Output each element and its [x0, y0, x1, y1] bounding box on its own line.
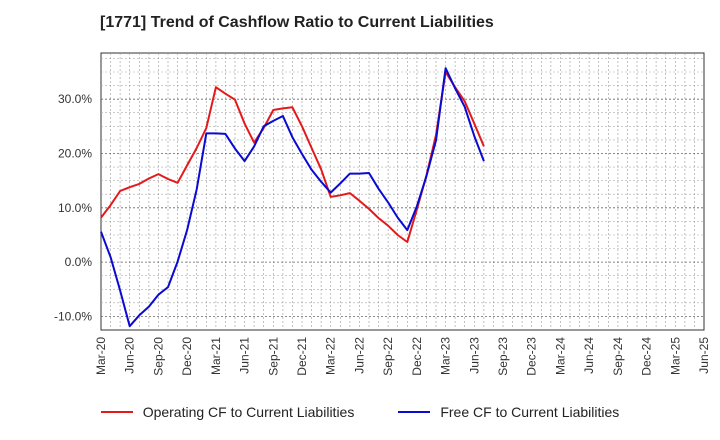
- legend: Operating CF to Current Liabilities Free…: [0, 404, 720, 420]
- legend-swatch-operating-cf: [100, 411, 133, 413]
- x-tick-label: Dec-22: [410, 337, 424, 376]
- legend-label-operating-cf: Operating CF to Current Liabilities: [142, 404, 355, 420]
- x-axis-labels: Mar-20 Jun-20 Sep-20 Dec-20 Mar-21 Jun-21 Sep-…: [94, 337, 711, 376]
- x-tick-label: Sep-22: [381, 337, 395, 376]
- plot-area: [100, 52, 705, 331]
- x-tick-label: Sep-20: [151, 337, 165, 376]
- chart-plot: Mar-20 Jun-20 Sep-20 Dec-20 Mar-21 Jun-21 Sep-…: [54, 52, 711, 376]
- legend-item-operating-cf: Operating CF to Current Liabilities: [100, 404, 355, 420]
- x-tick-label: Jun-23: [467, 337, 481, 374]
- x-tick-label: Dec-21: [295, 337, 309, 376]
- x-tick-label: Jun-24: [582, 337, 596, 374]
- x-tick-label: Jun-21: [238, 337, 252, 374]
- y-tick-label: -10.0%: [54, 309, 92, 323]
- x-tick-label: Mar-22: [324, 337, 338, 375]
- x-tick-label: Jun-22: [352, 337, 366, 374]
- x-tick-label: Dec-23: [525, 337, 539, 376]
- x-tick-label: Mar-21: [209, 337, 223, 375]
- grid-lines: [101, 53, 704, 330]
- x-tick-label: Mar-24: [553, 337, 567, 375]
- y-tick-label: 30.0%: [58, 92, 92, 106]
- series-lines: [100, 67, 485, 328]
- x-tick-label: Jun-20: [123, 337, 137, 374]
- legend-swatch-free-cf: [398, 411, 431, 413]
- y-tick-label: 10.0%: [58, 201, 92, 215]
- legend-label-free-cf: Free CF to Current Liabilities: [440, 404, 620, 420]
- x-tick-label: Mar-25: [668, 337, 682, 375]
- x-tick-label: Mar-23: [439, 337, 453, 375]
- x-tick-label: Sep-21: [266, 337, 280, 376]
- x-tick-label: Dec-24: [640, 337, 654, 376]
- x-tick-label: Mar-20: [94, 337, 108, 375]
- y-tick-label: 0.0%: [65, 255, 93, 269]
- x-tick-label: Sep-23: [496, 337, 510, 376]
- chart-title: [1771] Trend of Cashflow Ratio to Curren…: [100, 14, 494, 31]
- legend-item-free-cf: Free CF to Current Liabilities: [398, 404, 619, 420]
- x-tick-label: Dec-20: [180, 337, 194, 376]
- y-tick-label: 20.0%: [58, 146, 92, 160]
- x-tick-label: Jun-25: [697, 337, 711, 374]
- series-line-free-cf: [100, 67, 485, 328]
- y-axis-labels: -10.0% 0.0% 10.0% 20.0% 30.0%: [54, 92, 92, 323]
- x-tick-label: Sep-24: [611, 337, 625, 376]
